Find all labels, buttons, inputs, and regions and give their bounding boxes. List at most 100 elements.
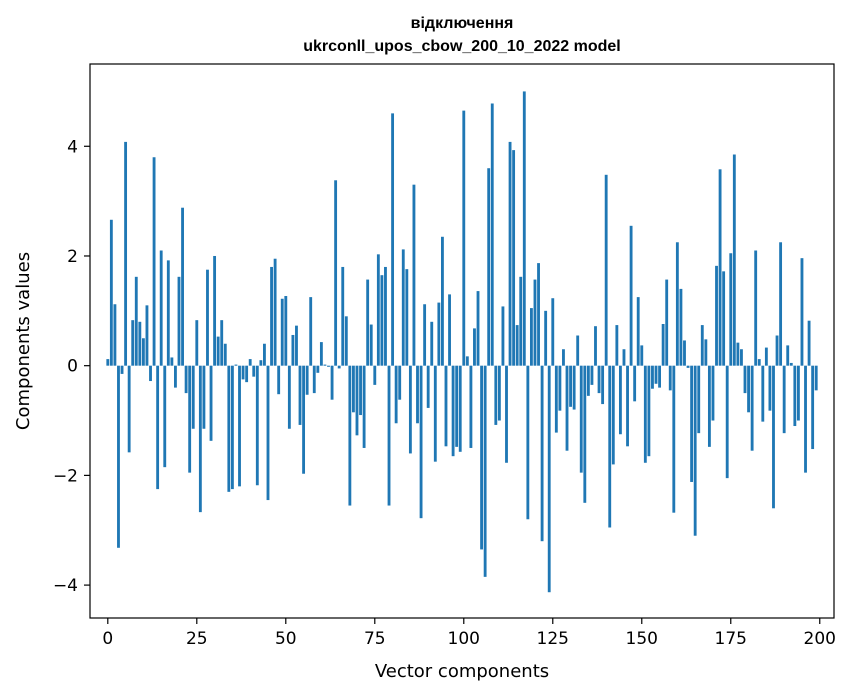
- bar-135: [586, 365, 590, 396]
- bar-137: [594, 326, 597, 366]
- y-tick-label: 0: [67, 357, 78, 377]
- bar-47: [273, 258, 277, 366]
- bar-173: [722, 271, 726, 366]
- bar-23: [188, 365, 192, 473]
- bar-17: [166, 260, 170, 366]
- bar-140: [604, 174, 608, 366]
- bar-56: [305, 365, 309, 395]
- bar-81: [394, 365, 398, 424]
- bar-98: [455, 365, 459, 447]
- bar-102: [469, 365, 473, 448]
- bar-4: [120, 365, 124, 374]
- bar-182: [754, 250, 758, 366]
- bar-series: [106, 91, 818, 593]
- bar-164: [690, 365, 694, 482]
- bar-35: [230, 365, 234, 490]
- bar-180: [747, 365, 750, 413]
- bar-127: [558, 365, 562, 411]
- bar-2: [113, 304, 117, 366]
- bar-61: [323, 364, 327, 366]
- bar-34: [227, 365, 231, 492]
- bar-99: [458, 365, 462, 452]
- bar-91: [430, 321, 434, 366]
- bar-68: [348, 365, 352, 506]
- bar-86: [412, 184, 416, 366]
- y-axis-ticks: −4 −2 0 2 4: [53, 137, 90, 596]
- bar-115: [515, 325, 519, 366]
- bar-150: [640, 345, 644, 366]
- bar-65: [337, 365, 341, 369]
- bar-109: [494, 365, 498, 425]
- x-tick-label: 0: [102, 629, 113, 649]
- bar-92: [433, 365, 437, 462]
- bar-189: [779, 242, 783, 366]
- bar-72: [362, 365, 366, 448]
- bar-167: [700, 325, 704, 366]
- bar-78: [384, 266, 387, 366]
- bar-55: [302, 365, 306, 474]
- bar-30: [213, 255, 217, 366]
- bar-62: [327, 365, 330, 367]
- chart-title: відключення: [411, 15, 514, 32]
- bar-31: [216, 336, 220, 366]
- bar-117: [522, 91, 526, 366]
- bar-143: [615, 325, 619, 366]
- bar-124: [547, 365, 551, 593]
- bar-12: [149, 365, 152, 382]
- bar-66: [341, 266, 345, 366]
- bar-42: [255, 365, 259, 486]
- bar-188: [775, 335, 779, 366]
- bar-22: [184, 365, 188, 394]
- bar-63: [330, 365, 334, 400]
- bar-183: [757, 359, 761, 366]
- bar-179: [743, 365, 747, 394]
- bar-87: [416, 365, 419, 424]
- bar-90: [426, 365, 430, 408]
- bar-52: [291, 334, 295, 366]
- bar-142: [611, 365, 615, 465]
- bar-37: [238, 365, 241, 487]
- bar-29: [209, 365, 213, 441]
- bar-77: [380, 275, 384, 366]
- bar-95: [444, 365, 448, 447]
- bar-20: [177, 276, 181, 366]
- bar-39: [245, 365, 249, 383]
- bar-15: [159, 250, 163, 366]
- bar-133: [579, 365, 583, 473]
- bar-106: [483, 365, 487, 577]
- bar-28: [206, 269, 209, 366]
- bar-191: [786, 345, 790, 366]
- x-tick-label: 200: [804, 629, 836, 649]
- bar-40: [248, 359, 252, 366]
- bar-93: [437, 302, 441, 366]
- bar-119: [529, 308, 533, 366]
- plot-frame: [89, 63, 835, 619]
- bar-59: [316, 365, 320, 373]
- bar-141: [608, 365, 612, 528]
- bar-174: [725, 365, 729, 479]
- bar-73: [366, 279, 370, 366]
- bar-27: [202, 365, 206, 429]
- x-axis-label: Vector components: [375, 661, 549, 682]
- bar-151: [643, 365, 647, 463]
- bar-126: [554, 365, 558, 433]
- bar-195: [800, 258, 804, 366]
- bar-10: [141, 338, 145, 366]
- bar-172: [718, 169, 722, 366]
- bar-79: [387, 365, 391, 506]
- bar-163: [686, 365, 690, 368]
- bar-44: [263, 343, 266, 366]
- bar-196: [804, 365, 807, 473]
- bar-184: [761, 365, 765, 422]
- bar-121: [537, 263, 540, 366]
- bar-171: [715, 265, 718, 366]
- bar-60: [319, 342, 323, 366]
- bar-14: [156, 365, 160, 490]
- bar-192: [789, 362, 793, 366]
- bar-185: [764, 347, 768, 366]
- bar-162: [683, 340, 686, 366]
- bar-116: [519, 276, 523, 366]
- bar-48: [277, 365, 281, 395]
- bar-7: [131, 320, 135, 366]
